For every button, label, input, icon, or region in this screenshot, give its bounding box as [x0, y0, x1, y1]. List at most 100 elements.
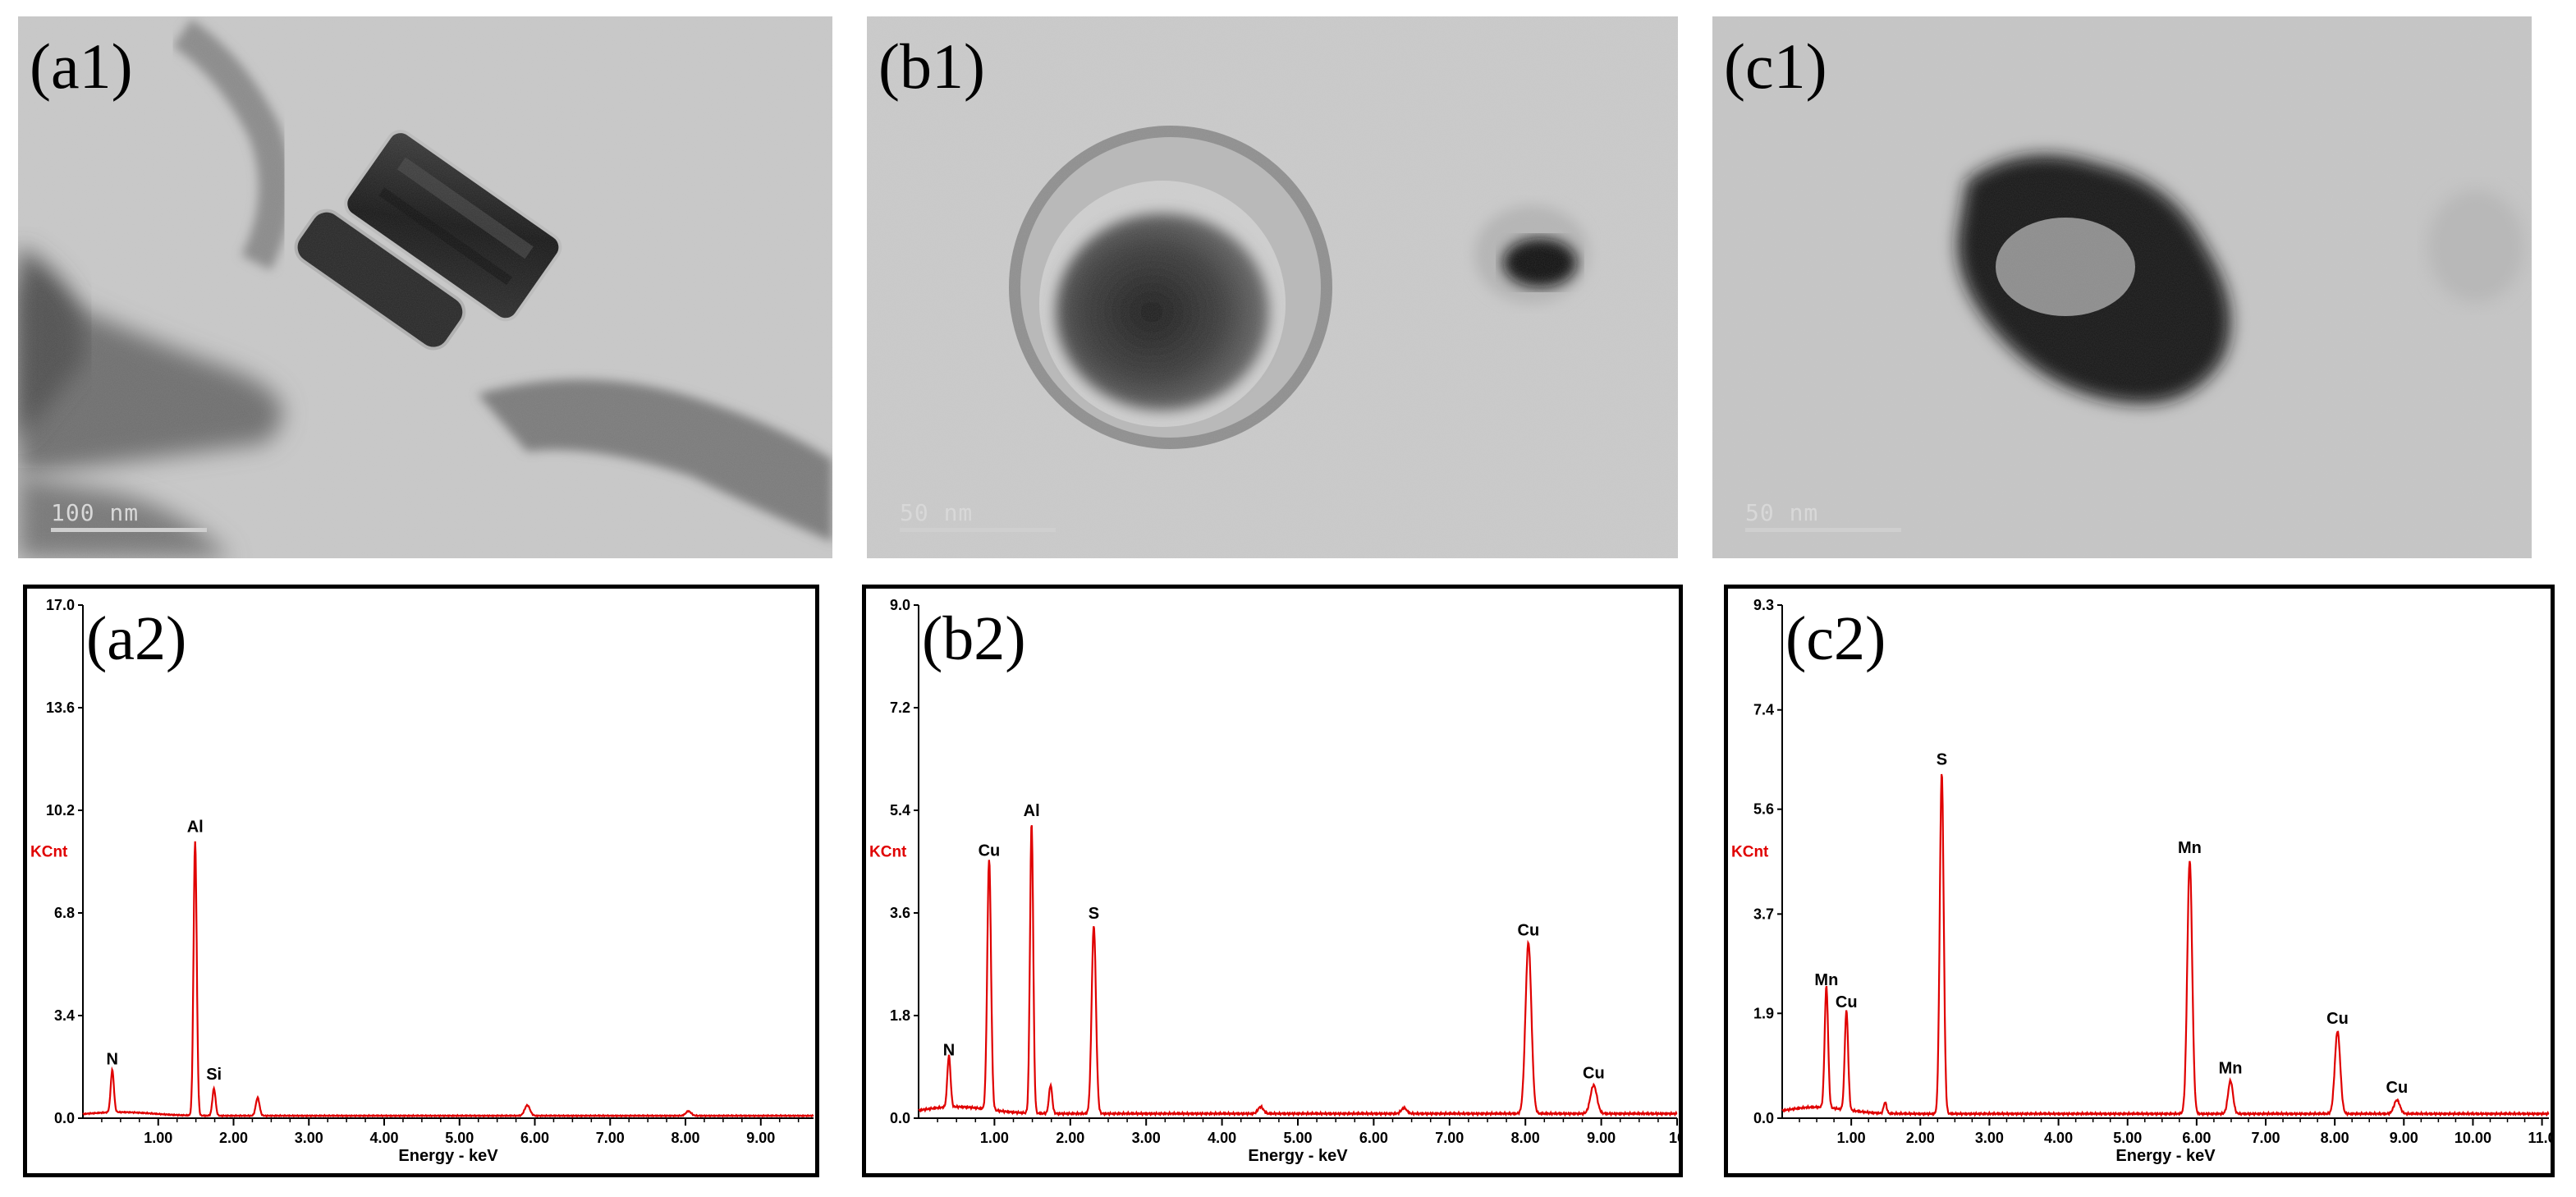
- x-tick-label: 9.00: [746, 1130, 775, 1146]
- x-tick-label: 4.00: [369, 1130, 398, 1146]
- peak-label-cu: Cu: [1518, 922, 1540, 940]
- x-tick-label: 10: [1669, 1130, 1679, 1146]
- panel-label-b2: (b2): [922, 604, 1026, 673]
- x-tick-label: 1.00: [980, 1130, 1009, 1146]
- y-tick-label: 9.0: [890, 597, 910, 613]
- tem-micrograph-a1: [18, 16, 832, 558]
- x-tick-label: 3.00: [1132, 1130, 1161, 1146]
- scale-bar-line-c1: [1745, 528, 1901, 532]
- x-tick-label: 1.00: [144, 1130, 172, 1146]
- x-tick-label: 10.00: [2455, 1130, 2491, 1146]
- tem-image-c1: (c1) 50 nm: [1712, 16, 2532, 558]
- x-tick-label: 4.00: [1208, 1130, 1236, 1146]
- peak-label-cu: Cu: [1836, 993, 1858, 1011]
- eds-spectrum-a2: 0.0 3.4 6.8 10.2 13.6 17.0 KCnt 1.00 2.00 3.00 4.0…: [23, 585, 819, 1177]
- panel-label-a2: (a2): [86, 604, 186, 673]
- y-tick-label: 9.3: [1753, 597, 1774, 613]
- panel-label-a1: (a1): [30, 30, 133, 102]
- x-tick-label: 2.00: [219, 1130, 248, 1146]
- x-tick-label: 8.00: [671, 1130, 699, 1146]
- spectrum-line: [1781, 773, 2550, 1117]
- tem-image-a1: (a1) 100 nm: [18, 16, 832, 558]
- panel-label-c1: (c1): [1724, 30, 1827, 102]
- x-tick-label: 2.00: [1906, 1130, 1935, 1146]
- x-tick-label: 5.00: [2113, 1130, 2142, 1146]
- y-tick-label: 1.8: [890, 1007, 910, 1024]
- peak-label-n: N: [943, 1042, 955, 1060]
- y-tick-label: 7.2: [890, 699, 910, 716]
- x-tick-label: 4.00: [2044, 1130, 2073, 1146]
- y-axis-label: KCnt: [869, 843, 907, 860]
- y-tick-label: 3.7: [1753, 906, 1774, 922]
- y-axis-label: KCnt: [1731, 843, 1769, 860]
- x-tick-label: 1.00: [1837, 1130, 1866, 1146]
- scale-bar-line-a1: [51, 528, 207, 532]
- y-tick-label: 0.0: [54, 1110, 75, 1126]
- eds-spectrum-b2: 0.0 1.8 3.6 5.4 7.2 9.0 KCnt 1.00 2.00 3.00 4.00 5.…: [862, 585, 1683, 1177]
- peak-label-mn: Mn: [1814, 971, 1838, 989]
- y-tick-label: 17.0: [46, 597, 75, 613]
- peak-label-s: S: [1937, 750, 1947, 768]
- y-tick-label: 6.8: [54, 905, 75, 921]
- x-tick-label: 6.00: [2182, 1130, 2211, 1146]
- y-tick-label: 0.0: [890, 1110, 910, 1126]
- peak-label-s: S: [1089, 905, 1099, 923]
- peak-label-n: N: [107, 1051, 118, 1069]
- y-tick-label: 0.0: [1753, 1110, 1774, 1126]
- x-tick-label: 6.00: [1359, 1130, 1388, 1146]
- peak-label-cu: Cu: [2386, 1079, 2409, 1097]
- spectrum-line: [918, 825, 1678, 1117]
- y-tick-label: 10.2: [46, 802, 75, 819]
- x-tick-label: 7.00: [2251, 1130, 2280, 1146]
- x-tick-label: 9.00: [2390, 1130, 2418, 1146]
- x-axis-title: Energy - keV: [2115, 1147, 2216, 1165]
- scale-bar-b1: 50 nm: [900, 499, 1056, 532]
- x-tick-label: 9.00: [1587, 1130, 1616, 1146]
- peak-label-al: Al: [187, 818, 204, 836]
- y-tick-label: 5.6: [1753, 801, 1774, 818]
- scale-bar-line-b1: [900, 528, 1056, 532]
- y-tick-label: 7.4: [1753, 702, 1774, 718]
- y-tick-label: 1.9: [1753, 1005, 1774, 1021]
- scale-bar-text-c1: 50 nm: [1745, 499, 1819, 526]
- y-tick-label: 13.6: [46, 699, 75, 716]
- eds-chart-b2: 0.0 1.8 3.6 5.4 7.2 9.0 KCnt 1.00 2.00 3.00 4.00 5.…: [869, 597, 1679, 1165]
- x-tick-label: 7.00: [596, 1130, 625, 1146]
- x-tick-label: 7.00: [1435, 1130, 1464, 1146]
- scale-bar-text-b1: 50 nm: [900, 499, 974, 526]
- y-tick-label: 5.4: [890, 802, 910, 819]
- peak-label-cu: Cu: [2326, 1010, 2349, 1028]
- eds-spectrum-c2: 0.0 1.9 3.7 5.6 7.4 9.3 KCnt 1.00 2.00 3.00 4.00 5.…: [1724, 585, 2555, 1177]
- peak-label-cu: Cu: [979, 842, 1001, 860]
- x-tick-label: 11.0: [2528, 1130, 2551, 1146]
- scale-bar-text-a1: 100 nm: [51, 499, 140, 526]
- x-axis-title: Energy - keV: [398, 1147, 498, 1165]
- panel-label-b1: (b1): [878, 30, 985, 102]
- peak-label-cu: Cu: [1583, 1064, 1605, 1082]
- peak-label-mn: Mn: [2219, 1060, 2243, 1078]
- panel-label-c2: (c2): [1785, 604, 1886, 673]
- scale-bar-c1: 50 nm: [1745, 499, 1901, 532]
- x-tick-label: 2.00: [1056, 1130, 1084, 1146]
- x-tick-label: 3.00: [295, 1130, 323, 1146]
- x-tick-label: 6.00: [520, 1130, 549, 1146]
- x-tick-label: 5.00: [445, 1130, 474, 1146]
- x-tick-label: 3.00: [1975, 1130, 2004, 1146]
- x-tick-label: 5.00: [1283, 1130, 1312, 1146]
- peak-label-al: Al: [1024, 802, 1040, 820]
- y-axis-label: KCnt: [30, 843, 68, 860]
- tem-image-b1: (b1) 50 nm: [867, 16, 1678, 558]
- spectrum-line: [82, 841, 814, 1118]
- x-tick-label: 8.00: [1511, 1130, 1540, 1146]
- y-tick-label: 3.6: [890, 905, 910, 921]
- tem-micrograph-b1: [867, 16, 1678, 558]
- x-tick-label: 8.00: [2321, 1130, 2349, 1146]
- eds-chart-a2: 0.0 3.4 6.8 10.2 13.6 17.0 KCnt 1.00 2.00 3.00 4.0…: [30, 597, 814, 1165]
- peak-label-mn: Mn: [2178, 839, 2202, 857]
- tem-micrograph-c1: [1712, 16, 2532, 558]
- scale-bar-a1: 100 nm: [51, 499, 207, 532]
- peak-label-si: Si: [206, 1066, 222, 1084]
- y-tick-label: 3.4: [54, 1007, 75, 1024]
- eds-chart-c2: 0.0 1.9 3.7 5.6 7.4 9.3 KCnt 1.00 2.00 3.00 4.00 5.…: [1731, 597, 2551, 1165]
- x-axis-title: Energy - keV: [1248, 1147, 1348, 1165]
